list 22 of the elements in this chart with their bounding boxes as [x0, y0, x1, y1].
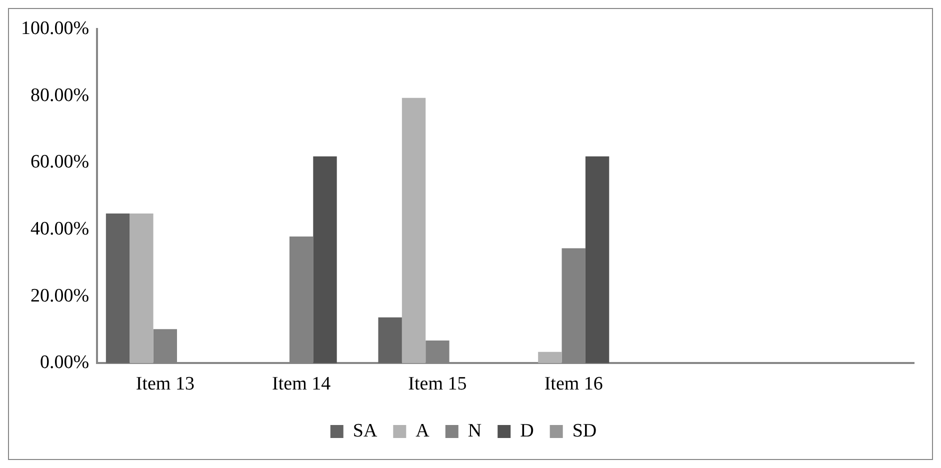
bar — [585, 156, 610, 364]
x-tick-label: Item 14 — [272, 374, 332, 395]
y-tick-label: 100.00% — [21, 18, 90, 39]
y-tick-label: 0.00% — [40, 352, 90, 374]
x-tick-label: Item 16 — [544, 374, 603, 395]
legend-label: A — [416, 420, 430, 442]
bar — [130, 213, 154, 364]
y-tick-label: 80.00% — [30, 84, 90, 106]
legend-label: SA — [352, 420, 378, 442]
bar — [402, 98, 426, 364]
y-tick-label: 20.00% — [30, 285, 90, 306]
bar — [106, 213, 130, 364]
y-tick-label: 40.00% — [30, 218, 90, 240]
bar — [378, 317, 402, 364]
x-tick-label: Item 13 — [136, 374, 194, 395]
legend-label: D — [520, 420, 534, 442]
x-tick-label: Item 15 — [408, 374, 467, 395]
legend-label: SD — [572, 420, 597, 442]
bar — [538, 352, 562, 364]
legend-label: N — [468, 420, 482, 442]
bar — [313, 156, 337, 364]
y-tick-label: 60.00% — [30, 152, 90, 173]
